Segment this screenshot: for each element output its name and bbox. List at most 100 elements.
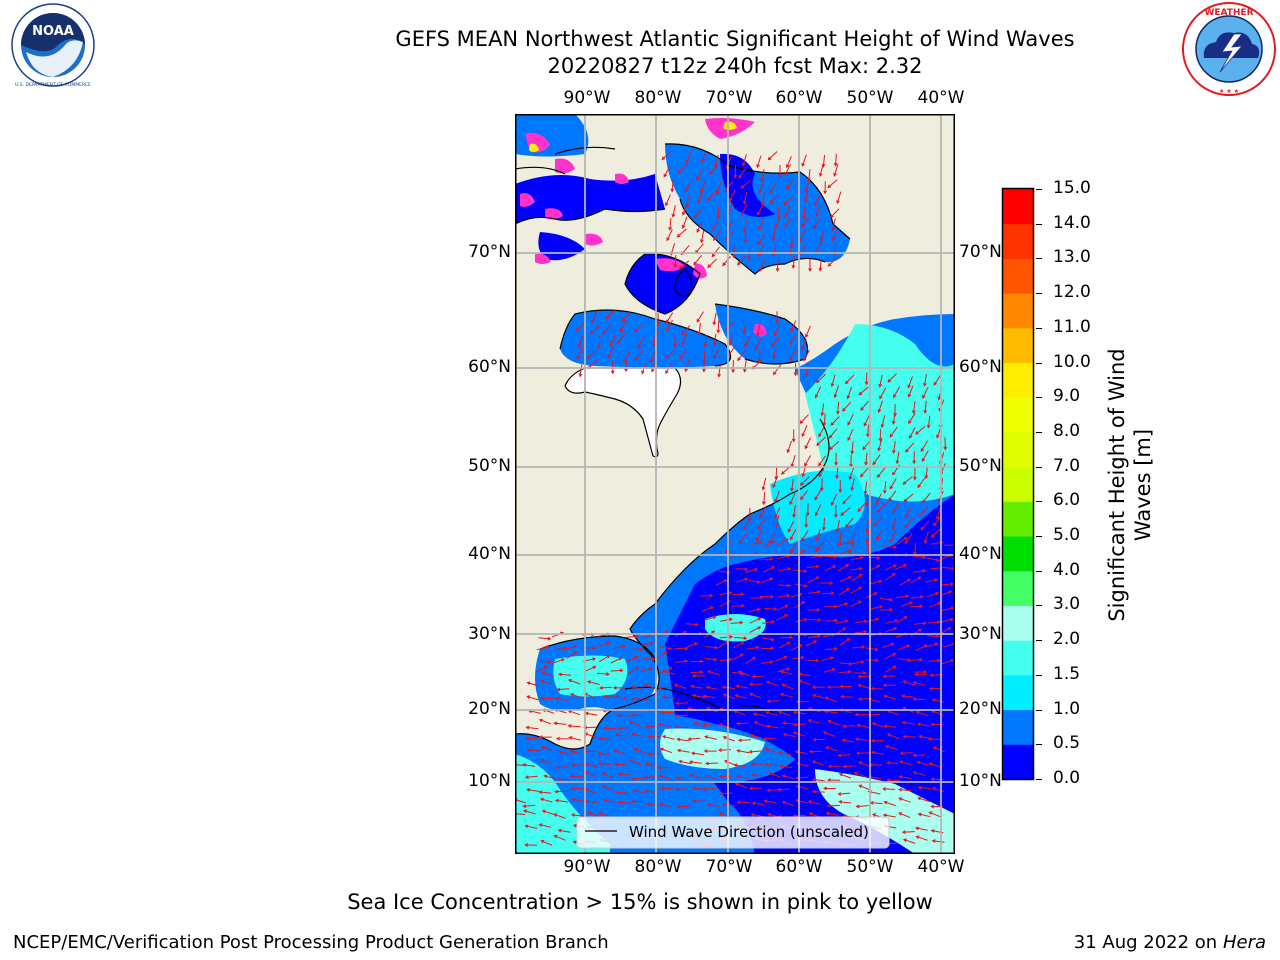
wave-direction-arrow — [804, 325, 811, 338]
wave-direction-arrow — [933, 374, 942, 386]
lat-label-left-20n: 20°N — [468, 699, 511, 719]
wave-direction-arrow — [704, 735, 717, 740]
wave-direction-arrow — [909, 427, 916, 439]
wave-direction-arrow — [930, 528, 941, 538]
wave-direction-arrow — [643, 775, 657, 780]
wave-direction-arrow — [760, 192, 765, 206]
wave-direction-arrow — [838, 564, 850, 572]
wave-direction-arrow — [678, 260, 690, 270]
wave-direction-arrow — [793, 722, 807, 727]
wave-direction-arrow — [598, 641, 611, 648]
wave-direction-arrow — [777, 164, 782, 179]
wave-direction-arrow — [782, 732, 796, 738]
wave-direction-arrow — [889, 478, 897, 490]
wave-direction-arrow — [553, 834, 566, 841]
no-data-region — [564, 367, 682, 458]
colorbar-tick-label: 7.0 — [1053, 455, 1081, 476]
wave-direction-arrow — [663, 165, 671, 178]
wave-direction-arrow — [610, 668, 624, 673]
wave-direction-arrow — [553, 721, 567, 726]
wave-direction-arrow — [591, 312, 598, 325]
wave-direction-arrow — [914, 826, 928, 831]
wave-direction-arrow — [776, 205, 781, 219]
colorbar-tick-label: 10.0 — [1053, 351, 1091, 372]
wave-direction-arrow — [691, 693, 705, 699]
wave-direction-arrow — [838, 532, 843, 546]
colorbar-tick-mark — [1036, 466, 1042, 468]
wave-direction-arrow — [693, 721, 706, 728]
wave-direction-arrow — [762, 736, 776, 741]
wave-direction-arrow — [857, 683, 870, 689]
wave-direction-arrow — [570, 797, 584, 802]
wave-direction-arrow — [540, 746, 554, 751]
wave-direction-arrow — [902, 734, 916, 739]
colorbar-tick-mark — [1036, 501, 1042, 503]
wave-direction-arrow — [659, 786, 673, 791]
wave-direction-arrow — [705, 645, 719, 650]
wave-direction-arrow — [866, 541, 870, 555]
wave-direction-arrow — [911, 595, 925, 599]
wave-direction-arrow — [614, 790, 628, 795]
wave-direction-arrow — [923, 373, 927, 387]
wave-direction-arrow — [557, 777, 571, 782]
wave-direction-arrow — [558, 750, 571, 756]
wave-direction-arrow — [697, 322, 702, 336]
graticule — [515, 114, 955, 854]
wave-direction-arrow — [814, 386, 822, 399]
wave-direction-arrow — [872, 517, 883, 527]
wave-direction-arrow — [837, 541, 851, 546]
wave-direction-arrow — [656, 651, 668, 659]
footer-host: Hera — [1222, 932, 1266, 953]
wave-direction-arrow — [885, 564, 898, 571]
wave-direction-arrow — [927, 557, 941, 562]
wave-direction-arrow — [825, 746, 838, 752]
wave-direction-arrow — [882, 481, 887, 495]
wave-direction-arrow — [767, 151, 778, 161]
colorbar-tick-label: 2.0 — [1053, 629, 1081, 650]
wave-direction-arrow — [907, 376, 913, 389]
wave-direction-arrow — [851, 660, 865, 665]
colorbar-tick-mark — [1036, 258, 1042, 260]
wave-direction-arrow — [835, 466, 839, 480]
wave-direction-arrow — [712, 333, 717, 347]
wave-direction-arrow — [673, 334, 677, 348]
wave-direction-arrow — [924, 466, 929, 480]
lat-label-right-10n: 10°N — [959, 771, 1002, 791]
wave-direction-arrow — [830, 374, 836, 388]
wave-direction-arrow — [912, 681, 926, 686]
wave-direction-arrow — [748, 786, 762, 791]
wave-direction-arrow — [770, 336, 780, 347]
wave-direction-arrow — [757, 204, 764, 216]
wave-direction-arrow — [882, 787, 896, 791]
wave-direction-arrow — [778, 751, 792, 756]
wave-direction-arrow — [700, 230, 705, 244]
wave-direction-arrow — [690, 670, 704, 675]
wave-direction-arrow — [703, 334, 708, 348]
wave-direction-arrow — [898, 812, 911, 819]
wave-direction-arrow — [687, 737, 701, 741]
wave-direction-arrow — [565, 644, 578, 651]
wave-direction-arrow — [602, 798, 616, 803]
wave-direction-arrow — [634, 349, 644, 361]
lon-label-bottom-50w: 50°W — [846, 857, 894, 877]
colorbar-tick-mark — [1036, 744, 1042, 746]
wave-direction-arrow — [912, 771, 926, 776]
wave-direction-arrow — [707, 670, 720, 676]
wave-direction-arrow — [855, 804, 869, 809]
colorbar-bin — [1003, 501, 1034, 537]
colorbar-tick-label: 5.0 — [1053, 525, 1081, 546]
wave-direction-arrow — [786, 440, 792, 454]
wave-direction-arrow — [745, 568, 759, 573]
wave-direction-arrow — [732, 603, 746, 608]
wave-direction-arrow — [794, 750, 808, 755]
wave-direction-arrow — [685, 622, 699, 627]
wave-direction-arrow — [778, 641, 791, 649]
wave-direction-arrow — [847, 429, 854, 442]
wave-direction-arrow — [803, 349, 810, 362]
wave-direction-arrow — [645, 802, 660, 807]
wave-direction-arrow — [754, 338, 762, 351]
wave-direction-arrow — [605, 310, 616, 320]
wave-direction-arrow — [910, 576, 922, 584]
wave-direction-arrow — [923, 400, 928, 414]
wave-direction-arrow — [838, 669, 852, 674]
